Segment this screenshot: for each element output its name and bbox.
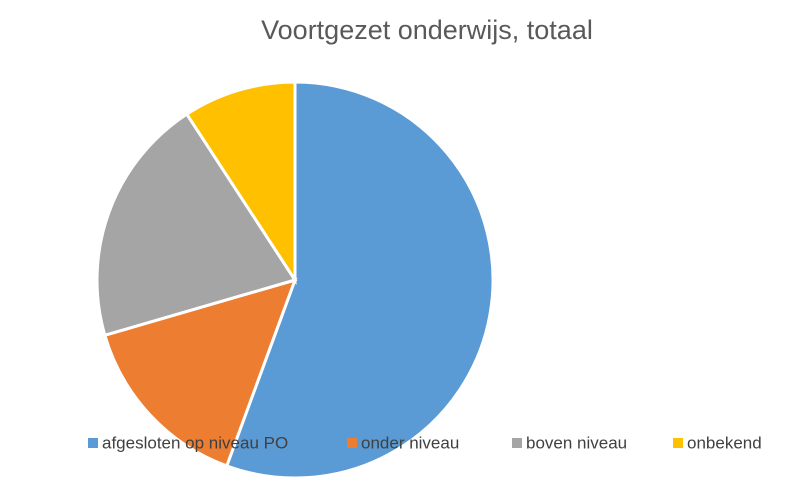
pie-slice bbox=[95, 112, 298, 338]
pie-slice bbox=[103, 277, 298, 468]
legend-swatch bbox=[673, 438, 683, 448]
legend-label: afgesloten op niveau PO bbox=[102, 433, 288, 452]
legend-label: onder niveau bbox=[361, 433, 459, 452]
chart-title: Voortgezet onderwijs, totaal bbox=[261, 15, 593, 45]
pie-slice bbox=[224, 80, 495, 480]
legend-label: onbekend bbox=[687, 433, 762, 452]
legend-swatch bbox=[88, 438, 98, 448]
legend-label: boven niveau bbox=[526, 433, 627, 452]
legend-swatch bbox=[347, 438, 357, 448]
legend-swatch bbox=[512, 438, 522, 448]
pie-slice bbox=[184, 80, 297, 286]
